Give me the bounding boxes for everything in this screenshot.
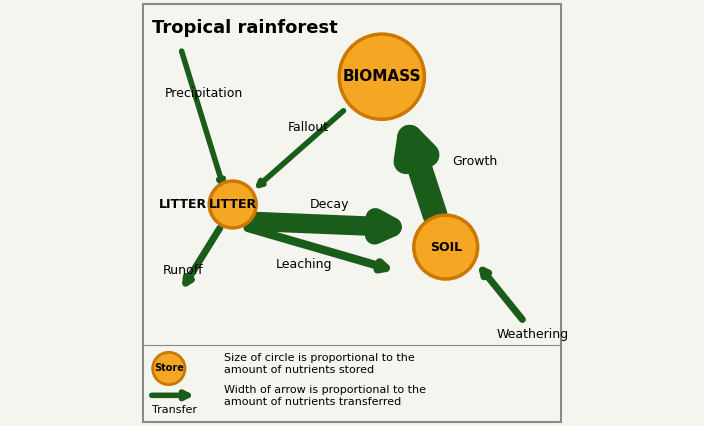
Text: Fallout: Fallout bbox=[288, 121, 329, 134]
FancyBboxPatch shape bbox=[143, 4, 561, 422]
Text: Decay: Decay bbox=[309, 198, 349, 211]
Circle shape bbox=[339, 34, 425, 119]
Text: SOIL: SOIL bbox=[429, 241, 462, 253]
Text: LITTER: LITTER bbox=[208, 198, 257, 211]
Text: Store: Store bbox=[154, 363, 184, 374]
Text: Size of circle is proportional to the
amount of nutrients stored: Size of circle is proportional to the am… bbox=[224, 354, 415, 375]
Circle shape bbox=[153, 352, 185, 385]
Text: Precipitation: Precipitation bbox=[165, 87, 243, 100]
Circle shape bbox=[209, 181, 256, 228]
Text: Transfer: Transfer bbox=[152, 405, 197, 415]
Text: Growth: Growth bbox=[452, 155, 497, 168]
Text: LITTER: LITTER bbox=[159, 198, 207, 211]
Text: Runoff: Runoff bbox=[163, 264, 203, 277]
Text: Leaching: Leaching bbox=[275, 258, 332, 271]
Text: BIOMASS: BIOMASS bbox=[343, 69, 421, 84]
Circle shape bbox=[414, 215, 478, 279]
Text: Width of arrow is proportional to the
amount of nutrients transferred: Width of arrow is proportional to the am… bbox=[224, 386, 426, 407]
Text: Tropical rainforest: Tropical rainforest bbox=[152, 19, 337, 37]
Text: Weathering: Weathering bbox=[497, 328, 569, 341]
